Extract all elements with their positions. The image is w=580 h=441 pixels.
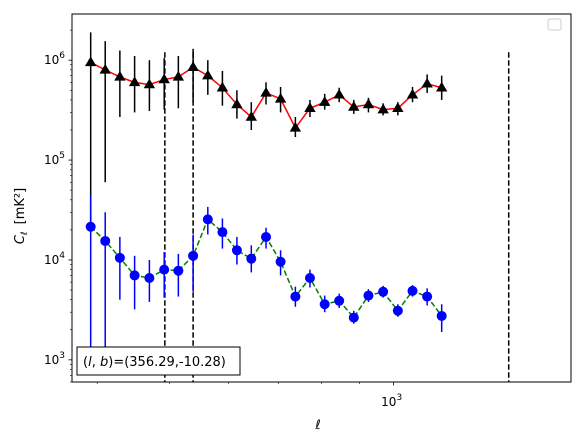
x-axis-label: ℓ — [314, 418, 320, 433]
series-2-point-7 — [173, 265, 184, 276]
y-axis-label-main: C — [13, 234, 28, 244]
y-tick-label-exp-6: 6 — [59, 51, 65, 61]
series-1-point-7 — [172, 70, 185, 81]
series-1-point-6 — [158, 73, 170, 84]
series-1-point-18 — [333, 88, 345, 99]
x-tick-label-3: 103 — [381, 393, 402, 409]
series-2-point-12 — [246, 253, 257, 264]
series-1-point-2 — [99, 63, 111, 74]
series-2-point-24 — [422, 291, 433, 302]
series-2-point-3 — [114, 252, 125, 263]
series-1-point-17 — [318, 96, 331, 106]
y-axis-label: Cℓ [mK²] — [13, 188, 30, 244]
series-1-point-13 — [260, 86, 272, 97]
series-2-point-5 — [144, 272, 155, 283]
series-1-point-22 — [392, 102, 404, 112]
series-2-point-4 — [129, 270, 140, 281]
series-2-point-1 — [85, 221, 96, 232]
annotation-b: b — [100, 355, 108, 370]
annotation-l: l — [88, 355, 92, 370]
plot-layer — [84, 32, 510, 382]
series-1-point-11 — [231, 98, 243, 109]
series-1-point-21 — [377, 103, 389, 114]
series-2-point-10 — [217, 227, 228, 238]
series-2-point-22 — [392, 305, 403, 316]
svg-text:Cℓ[mK²]: Cℓ [mK²] — [13, 188, 30, 244]
series-1-point-9 — [202, 69, 214, 80]
series-1-point-23 — [406, 88, 419, 99]
y-tick-label-base-5: 10 — [44, 153, 59, 167]
series-2-point-19 — [348, 312, 359, 323]
series-1-point-20 — [362, 98, 375, 109]
legend-box — [547, 18, 562, 31]
series-1-point-14 — [274, 92, 287, 103]
series-1-point-1 — [84, 56, 97, 67]
series-1-point-10 — [216, 81, 229, 92]
series-1-point-4 — [128, 76, 141, 87]
series-2-point-14 — [275, 256, 286, 267]
series-1-point-24 — [421, 77, 433, 88]
y-tick-label-base-4: 10 — [44, 253, 59, 267]
x-tick-label-exp-3: 3 — [396, 393, 402, 403]
series-2-point-8 — [188, 250, 199, 261]
series-1-point-12 — [245, 110, 257, 121]
y-tick-label-exp-4: 4 — [59, 251, 65, 261]
y-axis-label-units: [mK²] — [13, 188, 28, 225]
y-tick-label-4: 104 — [44, 251, 65, 267]
series-2-point-13 — [261, 231, 272, 242]
annotation-box: (l, b)=(356.29,-10.28) — [76, 346, 241, 376]
plot-area — [84, 32, 510, 382]
y-tick-label-base-3: 10 — [44, 353, 59, 367]
y-tick-label-base-6: 10 — [44, 53, 59, 67]
series-1-point-8 — [187, 61, 199, 71]
series-1-point-25 — [435, 81, 448, 92]
annotation-box-frame — [76, 346, 241, 376]
y-tick-label-5: 105 — [44, 151, 65, 167]
y-tick-label-exp-5: 5 — [59, 151, 65, 161]
series-2-point-17 — [319, 299, 330, 310]
series-2-point-11 — [231, 245, 242, 256]
series-2-point-15 — [290, 291, 301, 302]
y-tick-label-exp-3: 3 — [59, 351, 65, 361]
series-1-point-3 — [114, 70, 126, 81]
series-2-point-21 — [378, 286, 389, 297]
annotation-values: =(356.29,-10.28) — [113, 355, 226, 370]
series-1-point-19 — [348, 100, 360, 111]
series-2-point-18 — [334, 295, 345, 306]
annotation-text: (l, b)=(356.29,-10.28) — [83, 355, 226, 370]
series-1-point-5 — [143, 78, 156, 89]
series-1-point-15 — [289, 121, 302, 132]
series-2-point-9 — [202, 214, 213, 225]
series-1-point-16 — [304, 102, 316, 112]
y-tick-label-3: 103 — [44, 351, 65, 367]
y-tick-label-6: 106 — [44, 51, 65, 67]
series-2 — [85, 194, 447, 376]
series-2-point-25 — [436, 310, 447, 321]
series-2-point-6 — [159, 264, 170, 275]
series-2-point-16 — [304, 272, 315, 283]
x-tick-label-base-3: 10 — [381, 395, 396, 409]
y-axis-label-sub: ℓ — [20, 231, 30, 236]
series-2-point-2 — [100, 235, 111, 246]
series-2-point-23 — [407, 285, 418, 296]
series-2-point-20 — [363, 290, 374, 301]
